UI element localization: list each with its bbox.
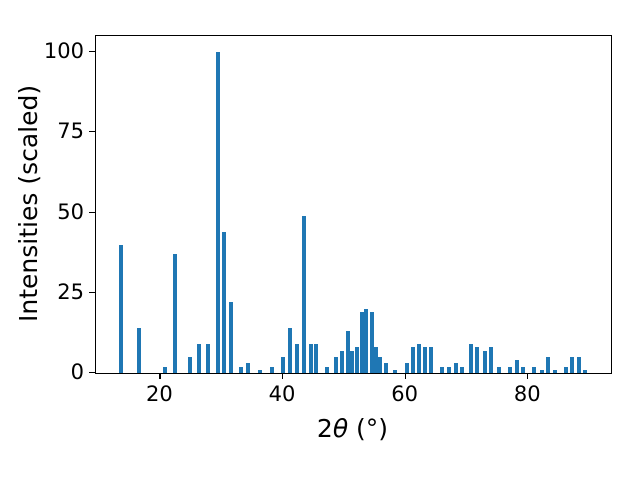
bar — [507, 366, 512, 373]
bar — [269, 366, 274, 373]
bar — [483, 350, 488, 373]
y-tick-mark — [89, 291, 95, 293]
bar — [377, 356, 382, 373]
bar — [583, 369, 588, 373]
bar — [222, 231, 227, 373]
x-tick-mark — [281, 373, 284, 379]
bar — [521, 366, 526, 373]
y-tick-mark — [89, 372, 95, 374]
bar — [239, 366, 244, 373]
y-tick-label: 50 — [57, 199, 84, 224]
bar — [546, 356, 551, 373]
x-tick-label: 40 — [268, 382, 296, 406]
bar — [532, 366, 537, 373]
y-tick-label: 100 — [43, 39, 84, 64]
x-tick-label: 80 — [513, 382, 541, 406]
bar — [468, 344, 473, 373]
bar — [539, 369, 544, 373]
bar — [333, 356, 338, 373]
bar — [288, 328, 293, 373]
bar — [417, 344, 422, 373]
bar — [173, 254, 178, 373]
x-tick-mark — [404, 373, 406, 379]
y-tick-label: 0 — [70, 360, 84, 384]
bar — [374, 347, 379, 373]
bar — [404, 363, 409, 373]
bar — [302, 215, 307, 373]
bar — [309, 344, 314, 373]
bar — [314, 344, 319, 373]
bar — [364, 308, 369, 373]
bar — [350, 350, 355, 373]
bar — [393, 369, 398, 373]
bar — [440, 366, 445, 373]
bar — [295, 344, 300, 373]
bar — [280, 356, 285, 373]
bar — [496, 366, 501, 373]
bar — [383, 363, 388, 373]
x-axis-label: 2θ (°) — [95, 414, 610, 443]
bar — [552, 369, 557, 373]
y-tick-label: 75 — [57, 119, 84, 144]
bar — [514, 360, 519, 373]
bar — [360, 312, 365, 373]
y-tick-mark — [89, 51, 95, 53]
bar — [118, 244, 123, 373]
bar — [136, 328, 141, 373]
bar — [563, 366, 568, 373]
bar — [187, 356, 192, 373]
bar — [163, 366, 168, 373]
bar — [229, 302, 234, 373]
bar — [257, 369, 262, 373]
bar — [422, 347, 427, 373]
bar — [489, 347, 494, 373]
bar — [474, 347, 479, 373]
bar — [447, 366, 452, 373]
bar — [453, 363, 458, 373]
bar — [354, 347, 359, 373]
y-tick-label: 25 — [57, 279, 84, 304]
bar — [570, 356, 575, 373]
x-axis-label-prefix: 2 — [316, 414, 333, 443]
x-axis-label-suffix: (°) — [348, 414, 389, 443]
x-axis-label-theta: θ — [332, 414, 349, 443]
x-tick-label: 20 — [146, 382, 173, 406]
x-tick-label: 60 — [391, 382, 418, 406]
bar — [428, 347, 433, 373]
y-tick-mark — [89, 211, 95, 213]
plot-area — [95, 35, 612, 374]
bar — [369, 312, 374, 373]
bar — [576, 356, 581, 373]
bar — [206, 344, 211, 373]
bar — [345, 331, 350, 373]
bar — [246, 363, 251, 373]
bar — [197, 344, 201, 373]
bar — [216, 52, 220, 373]
bar — [410, 347, 415, 373]
bar — [460, 366, 465, 373]
x-tick-mark — [159, 373, 161, 379]
x-tick-mark — [527, 373, 529, 379]
bar — [339, 350, 344, 373]
y-tick-mark — [89, 131, 95, 133]
bar — [325, 366, 330, 373]
